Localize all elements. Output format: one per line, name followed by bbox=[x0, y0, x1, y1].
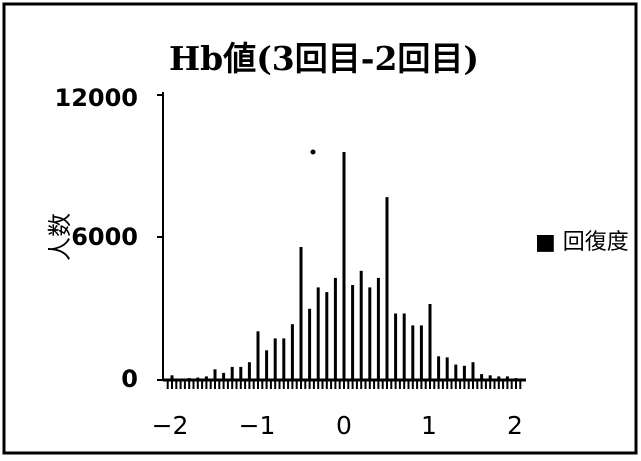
bar-17 bbox=[316, 287, 320, 380]
bar-39 bbox=[505, 376, 509, 380]
x-tick-label-2: 2 bbox=[507, 411, 523, 440]
y-tick-label-12000: 12000 bbox=[55, 84, 139, 112]
bar-7 bbox=[230, 366, 234, 380]
bar-32 bbox=[445, 357, 449, 380]
bar-23 bbox=[368, 287, 372, 380]
bar-16 bbox=[308, 308, 312, 381]
x-tick-marks-group bbox=[166, 380, 522, 389]
bar-38 bbox=[497, 376, 501, 380]
bar-26 bbox=[394, 313, 398, 380]
bar-15 bbox=[299, 247, 303, 380]
bar-11 bbox=[265, 350, 269, 380]
bar-20 bbox=[342, 152, 346, 380]
bar-40 bbox=[514, 378, 518, 380]
stray-dot-mark bbox=[310, 149, 316, 155]
chart-border bbox=[2, 2, 638, 455]
x-tick-label-neg1: −1 bbox=[239, 411, 276, 440]
bar-14 bbox=[290, 324, 294, 380]
bar-5 bbox=[213, 369, 217, 380]
bar-19 bbox=[333, 277, 337, 380]
y-axis-title: 人数 bbox=[46, 213, 74, 261]
bar-31 bbox=[437, 356, 441, 381]
bar-21 bbox=[351, 285, 355, 380]
bar-34 bbox=[462, 365, 466, 381]
bar-29 bbox=[419, 325, 423, 380]
bars-group bbox=[170, 152, 518, 381]
bar-33 bbox=[454, 364, 458, 380]
bar-36 bbox=[480, 374, 484, 380]
bar-27 bbox=[402, 313, 406, 380]
y-tick-label-0: 0 bbox=[121, 365, 138, 393]
bar-1 bbox=[179, 378, 183, 380]
y-axis-label: 人数 bbox=[46, 213, 74, 261]
bar-0 bbox=[170, 375, 174, 381]
bar-8 bbox=[239, 366, 243, 380]
bar-2 bbox=[187, 378, 191, 380]
bar-4 bbox=[204, 376, 208, 380]
x-tick-label-0: 0 bbox=[336, 411, 352, 440]
bar-22 bbox=[359, 270, 363, 381]
x-tick-label-1: 1 bbox=[421, 411, 437, 440]
bar-6 bbox=[222, 372, 226, 380]
bar-28 bbox=[411, 325, 415, 380]
bar-13 bbox=[282, 338, 286, 380]
bar-35 bbox=[471, 362, 475, 380]
bar-9 bbox=[247, 362, 251, 380]
bar-10 bbox=[256, 331, 260, 380]
bar-37 bbox=[488, 375, 492, 381]
legend-entry: ■ 回復度 bbox=[535, 230, 629, 255]
bar-30 bbox=[428, 304, 432, 380]
bar-24 bbox=[376, 277, 380, 380]
bar-25 bbox=[385, 197, 389, 380]
bar-18 bbox=[325, 292, 329, 380]
bar-3 bbox=[196, 377, 200, 380]
y-tick-label-6000: 6000 bbox=[71, 223, 138, 251]
bar-12 bbox=[273, 338, 277, 380]
chart-title: Hb値(3回目-2回目) bbox=[169, 39, 479, 78]
x-tick-label-neg2: −2 bbox=[152, 411, 189, 440]
